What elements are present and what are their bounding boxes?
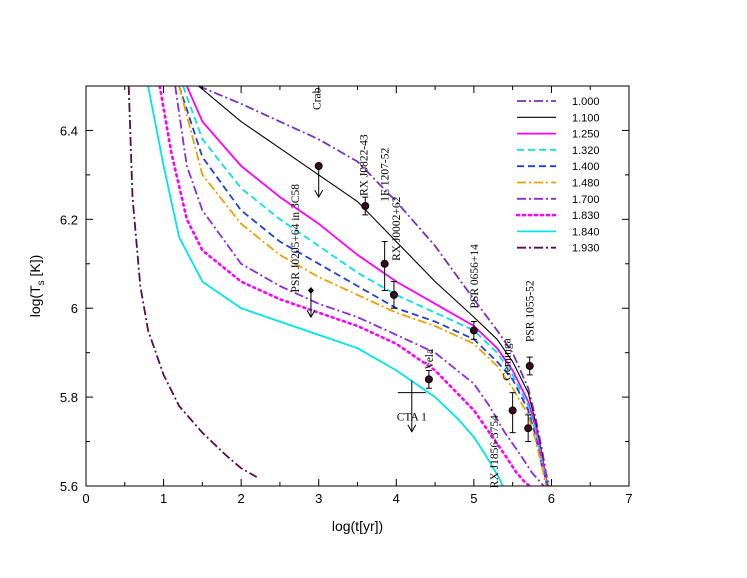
y-axis-label-tail: [K]) — [27, 255, 43, 281]
series-line-1.480 — [178, 86, 547, 486]
x-axis-label: log(t[yr]) — [332, 518, 383, 534]
observation-label: RX J0002+62 — [391, 196, 403, 261]
series-line-1.000 — [198, 86, 550, 486]
observation-label: Geminga — [502, 338, 514, 380]
observation-label: Vela — [424, 349, 436, 369]
series-line-1.700 — [174, 86, 545, 486]
observation-label: RX J0822-43 — [358, 134, 370, 196]
legend-entry: 1.320 — [572, 145, 600, 157]
observation-psr-1055-52: PSR 1055-52 — [525, 280, 537, 376]
y-tick-label: 6 — [71, 301, 78, 316]
legend: 1.000 1.100 1.250 1.320 1.400 1.480 1.700 1.830… — [515, 96, 600, 255]
observation-marker — [525, 362, 534, 370]
observation-psr-0656-14: PSR 0656+14 — [469, 244, 481, 340]
observation-marker — [314, 162, 323, 170]
observation-1e-1207-52: 1E 1207-52 — [380, 148, 392, 291]
x-tick-label: 1 — [160, 491, 167, 506]
observation-label: Crab — [312, 87, 324, 110]
y-axis-label-main: log(T — [27, 285, 43, 317]
observation-marker — [361, 202, 370, 210]
x-tick-label: 5 — [470, 491, 477, 506]
series-line-1.840 — [147, 86, 504, 486]
observation-rx-j0002-62: RX J0002+62 — [389, 196, 403, 309]
curves — [127, 86, 550, 486]
observation-rx-j0822-43: RX J0822-43 — [358, 134, 370, 216]
observation-rx-j1856-3754: RX J1856-3754 — [489, 414, 533, 488]
x-axis: 0 1 2 3 4 5 6 7 — [82, 86, 633, 506]
series-line-1.250 — [185, 86, 549, 486]
observation-label: PSR 0656+14 — [469, 244, 481, 309]
observation-label: PSR 1055-52 — [525, 280, 537, 342]
x-tick-label: 6 — [548, 491, 555, 506]
observation-marker — [389, 290, 398, 299]
y-tick-label: 5.8 — [60, 390, 78, 405]
y-axis-label: log(Ts [K]) — [27, 255, 47, 318]
x-tick-label: 3 — [315, 491, 322, 506]
legend-entry: 1.700 — [572, 194, 600, 206]
legend-entry: 1.100 — [572, 112, 600, 124]
observation-marker — [380, 259, 389, 268]
observation-geminga: Geminga — [502, 338, 517, 434]
y-tick-label: 5.6 — [60, 479, 78, 494]
observation-marker — [469, 326, 478, 335]
observation-marker — [524, 424, 533, 433]
legend-entry: 1.400 — [572, 161, 600, 173]
observation-marker — [307, 286, 314, 294]
observation-marker — [508, 406, 517, 415]
observation-cta-1: CTA 1 — [397, 380, 427, 433]
series-line-1.320 — [182, 86, 548, 486]
observation-crab: Crab — [312, 87, 324, 199]
series-line-1.930 — [127, 86, 258, 478]
legend-entry: 1.480 — [572, 178, 600, 190]
legend-entry: 1.250 — [572, 129, 600, 141]
legend-entry: 1.830 — [572, 210, 600, 222]
x-tick-label: 4 — [393, 491, 400, 506]
series-line-1.830 — [158, 86, 531, 486]
y-axis-label-sub: s — [36, 280, 47, 285]
legend-entry: 1.000 — [572, 96, 600, 108]
observation-label: PSR J0205+64 in 3C58 — [290, 184, 302, 293]
observation-psr-j0205-64-in-3c58: PSR J0205+64 in 3C58 — [290, 184, 316, 319]
x-tick-label: 0 — [82, 491, 89, 506]
x-tick-label: 2 — [238, 491, 245, 506]
legend-entry: 1.840 — [572, 226, 600, 238]
observation-marker — [424, 375, 433, 384]
observation-vela: Vela — [424, 349, 436, 389]
observation-label: RX J1856-3754 — [489, 415, 501, 488]
observation-label: CTA 1 — [397, 412, 427, 424]
x-tick-label: 7 — [625, 491, 632, 506]
y-tick-label: 6.4 — [60, 123, 78, 138]
observation-label: 1E 1207-52 — [380, 148, 392, 202]
legend-entry: 1.930 — [572, 243, 600, 255]
y-axis: 5.6 5.8 6 6.2 6.4 — [60, 85, 629, 494]
y-tick-label: 6.2 — [60, 212, 78, 227]
